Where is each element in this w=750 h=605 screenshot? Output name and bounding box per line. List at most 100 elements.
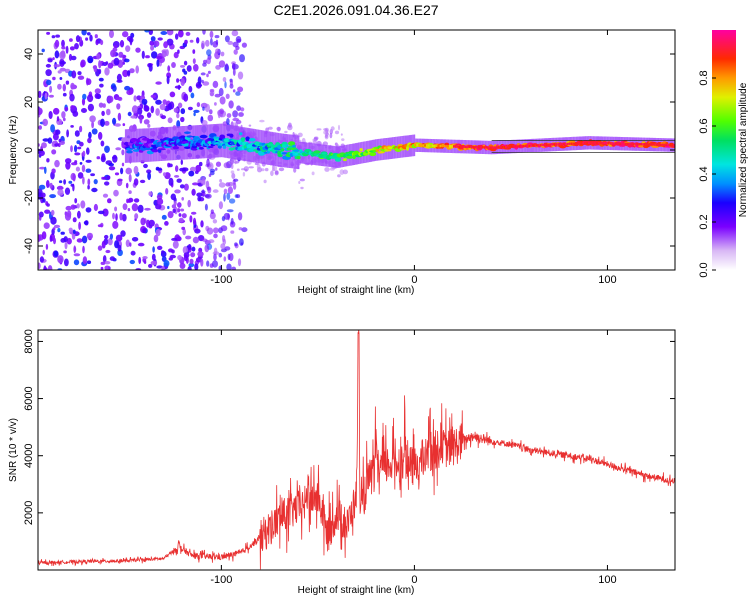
heatmap-band-blob [198, 146, 204, 150]
heatmap-haze-blob [234, 159, 237, 165]
heatmap-band-core [539, 144, 542, 147]
heatmap-noise-blob [167, 205, 170, 210]
heatmap-noise-blob [212, 189, 219, 193]
heatmap-noise-blob [194, 263, 199, 270]
heatmap-noise-blob [146, 169, 152, 174]
heatmap-noise-blob [70, 55, 77, 61]
heatmap-noise-blob [215, 167, 218, 171]
heatmap-noise-blob [228, 252, 234, 262]
heatmap-noise-blob [148, 191, 152, 196]
heatmap-band-core [663, 143, 666, 147]
heatmap-noise-blob [87, 184, 90, 190]
heatmap-noise-blob [237, 258, 242, 267]
heatmap-noise-blob [41, 231, 47, 240]
heatmap-noise-blob [93, 203, 98, 212]
heatmap-noise-blob [50, 209, 55, 216]
heatmap-noise-blob [51, 149, 57, 155]
heatmap-noise-blob [183, 93, 189, 102]
heatmap-noise-blob [112, 212, 115, 220]
heatmap-band-blob [250, 146, 259, 149]
heatmap-noise-blob [140, 217, 146, 226]
heatmap-noise-blob [174, 85, 182, 89]
heatmap-noise-blob [204, 103, 210, 113]
heatmap-noise-blob [117, 244, 122, 252]
heatmap-band-core [630, 142, 633, 146]
heatmap-band-blob [207, 146, 214, 148]
heatmap-band-blob [375, 148, 379, 152]
heatmap-band-core [646, 143, 648, 146]
heatmap-noise-blob [207, 70, 211, 74]
heatmap-noise-blob [128, 190, 132, 195]
heatmap-noise-blob [185, 235, 192, 240]
heatmap-band-core [532, 144, 534, 147]
heatmap-noise-blob [143, 119, 150, 125]
heatmap-noise-blob [49, 85, 53, 93]
heatmap-noise-blob [218, 182, 226, 188]
heatmap-noise-blob [125, 182, 129, 189]
heatmap-noise-blob [220, 51, 225, 57]
heatmap-band-blob [199, 134, 208, 139]
heatmap-noise-blob [38, 107, 43, 115]
heatmap-band-core [476, 145, 478, 149]
heatmap-noise-blob [52, 76, 56, 81]
heatmap-band-core [441, 144, 444, 148]
heatmap-band-blob [281, 152, 288, 155]
colorbar-gradient [712, 30, 736, 270]
heatmap-noise-blob [87, 94, 94, 103]
heatmap-noise-blob [44, 92, 48, 100]
heatmap-band-core [528, 144, 531, 147]
heatmap-noise-blob [213, 253, 217, 261]
heatmap-noise-blob [46, 158, 50, 163]
heatmap-noise-blob [223, 188, 228, 195]
heatmap-band-core [478, 146, 480, 149]
heatmap-haze-blob [243, 166, 249, 172]
heatmap-noise-blob [151, 51, 158, 59]
heatmap-band-core [454, 145, 457, 148]
heatmap-noise-blob [210, 37, 213, 46]
heatmap-noise-blob [166, 75, 170, 85]
heatmap-band-core [572, 142, 575, 145]
heatmap-noise-blob [166, 30, 174, 36]
heatmap-band-core [545, 143, 548, 147]
heatmap-noise-blob [197, 251, 204, 257]
heatmap-band-core [426, 144, 428, 147]
heatmap-noise-blob [74, 43, 79, 50]
heatmap-noise-blob [95, 39, 99, 46]
heatmap-noise-blob [83, 220, 89, 225]
heatmap-noise-blob [87, 57, 93, 64]
heatmap-band-blob [342, 158, 347, 162]
snr-frame [37, 329, 676, 571]
heatmap-noise-blob [176, 113, 180, 119]
heatmap-noise-blob [226, 118, 230, 125]
heatmap-band-blob [280, 148, 285, 152]
heatmap-noise-blob [114, 206, 118, 212]
heatmap-noise-blob [153, 234, 159, 243]
heatmap-noise-blob [70, 105, 75, 110]
heatmap-noise-blob [53, 250, 59, 257]
heatmap-noise-blob [181, 213, 187, 219]
heatmap-noise-blob [161, 250, 165, 254]
heatmap-noise-blob [104, 120, 110, 126]
heatmap-noise-blob [222, 77, 227, 82]
y-tick-label: 0 [23, 147, 35, 153]
heatmap-noise-blob [117, 178, 123, 182]
heatmap-noise-blob [63, 236, 68, 243]
heatmap-band-core [624, 142, 627, 145]
heatmap-noise-blob [201, 79, 204, 84]
heatmap-noise-blob [182, 246, 188, 255]
heatmap-noise-blob [129, 68, 135, 74]
heatmap-noise-blob [85, 168, 92, 173]
heatmap-noise-blob [155, 99, 162, 105]
heatmap-noise-blob [232, 110, 239, 118]
heatmap-noise-blob [112, 220, 119, 229]
heatmap-noise-blob [180, 116, 185, 123]
heatmap-noise-blob [100, 261, 106, 265]
heatmap-noise-blob [232, 68, 236, 76]
heatmap-noise-blob [98, 77, 104, 82]
heatmap-band-core [460, 145, 463, 148]
heatmap-noise-blob [168, 248, 174, 253]
heatmap-band-core [445, 145, 448, 148]
heatmap-band-core [642, 143, 644, 146]
heatmap-noise-blob [150, 94, 156, 99]
heatmap-band-core [568, 142, 571, 145]
